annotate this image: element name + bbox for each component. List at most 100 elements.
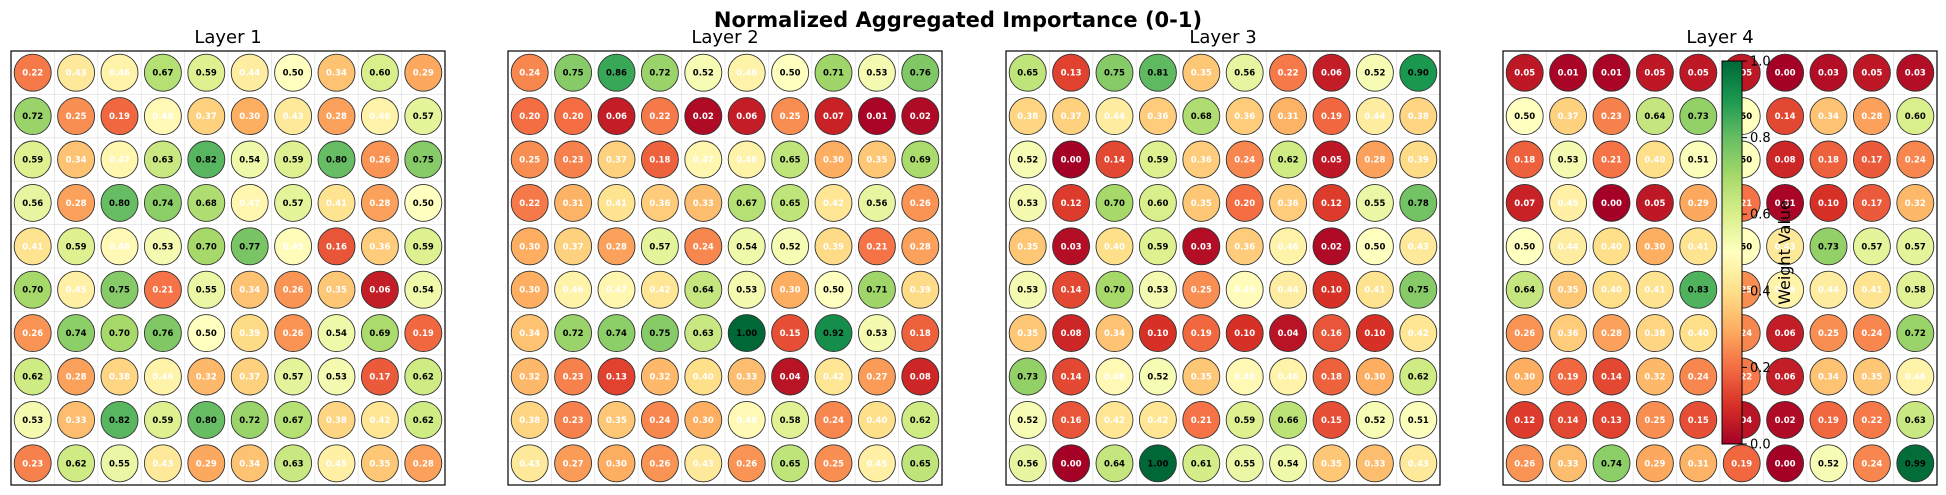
weight-circle <box>1269 227 1308 266</box>
value-label: 0.25 <box>780 112 801 122</box>
weight-circle <box>143 183 182 222</box>
weight-circle <box>1052 227 1091 266</box>
weight-circle <box>1399 97 1438 136</box>
value-label: 0.43 <box>1408 242 1429 252</box>
weight-circle <box>1138 357 1177 396</box>
value-label: 0.10 <box>1321 286 1342 296</box>
value-label: 0.90 <box>1408 69 1429 79</box>
weight-circle <box>901 400 940 439</box>
weight-circle <box>1722 444 1761 483</box>
weight-circle <box>554 140 593 179</box>
value-label: 0.45 <box>1558 199 1579 209</box>
panel-title: Layer 4 <box>1686 27 1753 48</box>
weight-circle <box>230 140 269 179</box>
value-label: 0.19 <box>413 329 434 339</box>
value-label: 0.39 <box>910 286 931 296</box>
value-label: 0.49 <box>1234 286 1255 296</box>
value-label: 0.28 <box>1364 156 1385 166</box>
heatmap-panel: Layer 2 0.24 0.75 0.86 0.72 0.52 0.46 0.50 0.71 0… <box>507 27 943 486</box>
value-label: 0.59 <box>22 156 43 166</box>
weight-circle <box>554 444 593 483</box>
value-label: 0.64 <box>693 286 714 296</box>
weight-circle <box>1095 183 1134 222</box>
value-label: 0.81 <box>1147 69 1168 79</box>
value-label: 0.42 <box>1147 416 1168 426</box>
weight-circle <box>640 97 679 136</box>
weight-circle <box>360 444 399 483</box>
value-label: 0.62 <box>22 373 43 383</box>
value-label: 0.41 <box>606 199 627 209</box>
weight-circle <box>1052 270 1091 309</box>
weight-circle <box>1138 444 1177 483</box>
value-label: 0.30 <box>823 156 844 166</box>
value-label: 0.26 <box>649 459 670 469</box>
value-label: 0.32 <box>519 373 540 383</box>
weight-circle <box>1549 314 1588 353</box>
weight-circle <box>1635 270 1674 309</box>
weight-circle <box>684 444 723 483</box>
weight-circle <box>1355 270 1394 309</box>
weight-circle <box>1679 270 1718 309</box>
value-label: 0.04 <box>1278 329 1299 339</box>
value-label: 0.55 <box>109 459 130 469</box>
weight-circle <box>857 444 896 483</box>
value-label: 0.13 <box>1601 416 1622 426</box>
weight-circle <box>1852 97 1891 136</box>
weight-circle <box>1679 314 1718 353</box>
weight-circle <box>640 444 679 483</box>
value-label: 0.28 <box>66 373 87 383</box>
weight-circle <box>857 53 896 92</box>
weight-circle <box>1095 400 1134 439</box>
weight-circle <box>771 400 810 439</box>
value-label: 0.44 <box>1278 286 1299 296</box>
weight-circle <box>510 227 549 266</box>
weight-circle <box>1896 357 1935 396</box>
value-label: 0.63 <box>1905 416 1926 426</box>
weight-circle <box>1635 140 1674 179</box>
weight-circle <box>1269 357 1308 396</box>
value-label: 0.30 <box>780 286 801 296</box>
weight-circle <box>1679 444 1718 483</box>
weight-circle <box>1809 97 1848 136</box>
weight-circle <box>1138 227 1177 266</box>
weight-circle <box>1549 227 1588 266</box>
weight-circle <box>57 97 96 136</box>
weight-circle <box>901 314 940 353</box>
value-label: 0.43 <box>519 459 540 469</box>
weight-circle <box>187 444 226 483</box>
weight-circle <box>1635 400 1674 439</box>
weight-circle <box>1809 140 1848 179</box>
value-label: 0.53 <box>1558 156 1579 166</box>
weight-circle <box>857 97 896 136</box>
value-label: 0.52 <box>1364 69 1385 79</box>
value-label: 0.80 <box>196 416 217 426</box>
value-label: 0.35 <box>369 459 390 469</box>
weight-circle <box>554 357 593 396</box>
value-label: 0.80 <box>326 156 347 166</box>
weight-circle <box>230 270 269 309</box>
value-label: 0.23 <box>563 373 584 383</box>
weight-circle <box>1766 270 1805 309</box>
weight-circle <box>1399 53 1438 92</box>
value-label: 0.41 <box>22 242 43 252</box>
weight-circle <box>317 357 356 396</box>
weight-circle <box>1095 444 1134 483</box>
weight-circle <box>814 400 853 439</box>
weight-circle <box>1312 53 1351 92</box>
value-label: 0.83 <box>1688 286 1709 296</box>
weight-circle <box>1766 357 1805 396</box>
weight-circle <box>1355 183 1394 222</box>
value-label: 0.36 <box>1147 112 1168 122</box>
value-label: 0.50 <box>780 69 801 79</box>
weight-circle <box>1052 53 1091 92</box>
value-label: 0.54 <box>326 329 347 339</box>
value-label: 0.47 <box>109 156 130 166</box>
weight-circle <box>640 140 679 179</box>
weight-circle <box>901 227 940 266</box>
weight-circle <box>1052 400 1091 439</box>
value-label: 0.64 <box>1514 286 1535 296</box>
weight-circle <box>1052 140 1091 179</box>
weight-circle <box>230 314 269 353</box>
value-label: 0.56 <box>22 199 43 209</box>
weight-circle <box>597 400 636 439</box>
